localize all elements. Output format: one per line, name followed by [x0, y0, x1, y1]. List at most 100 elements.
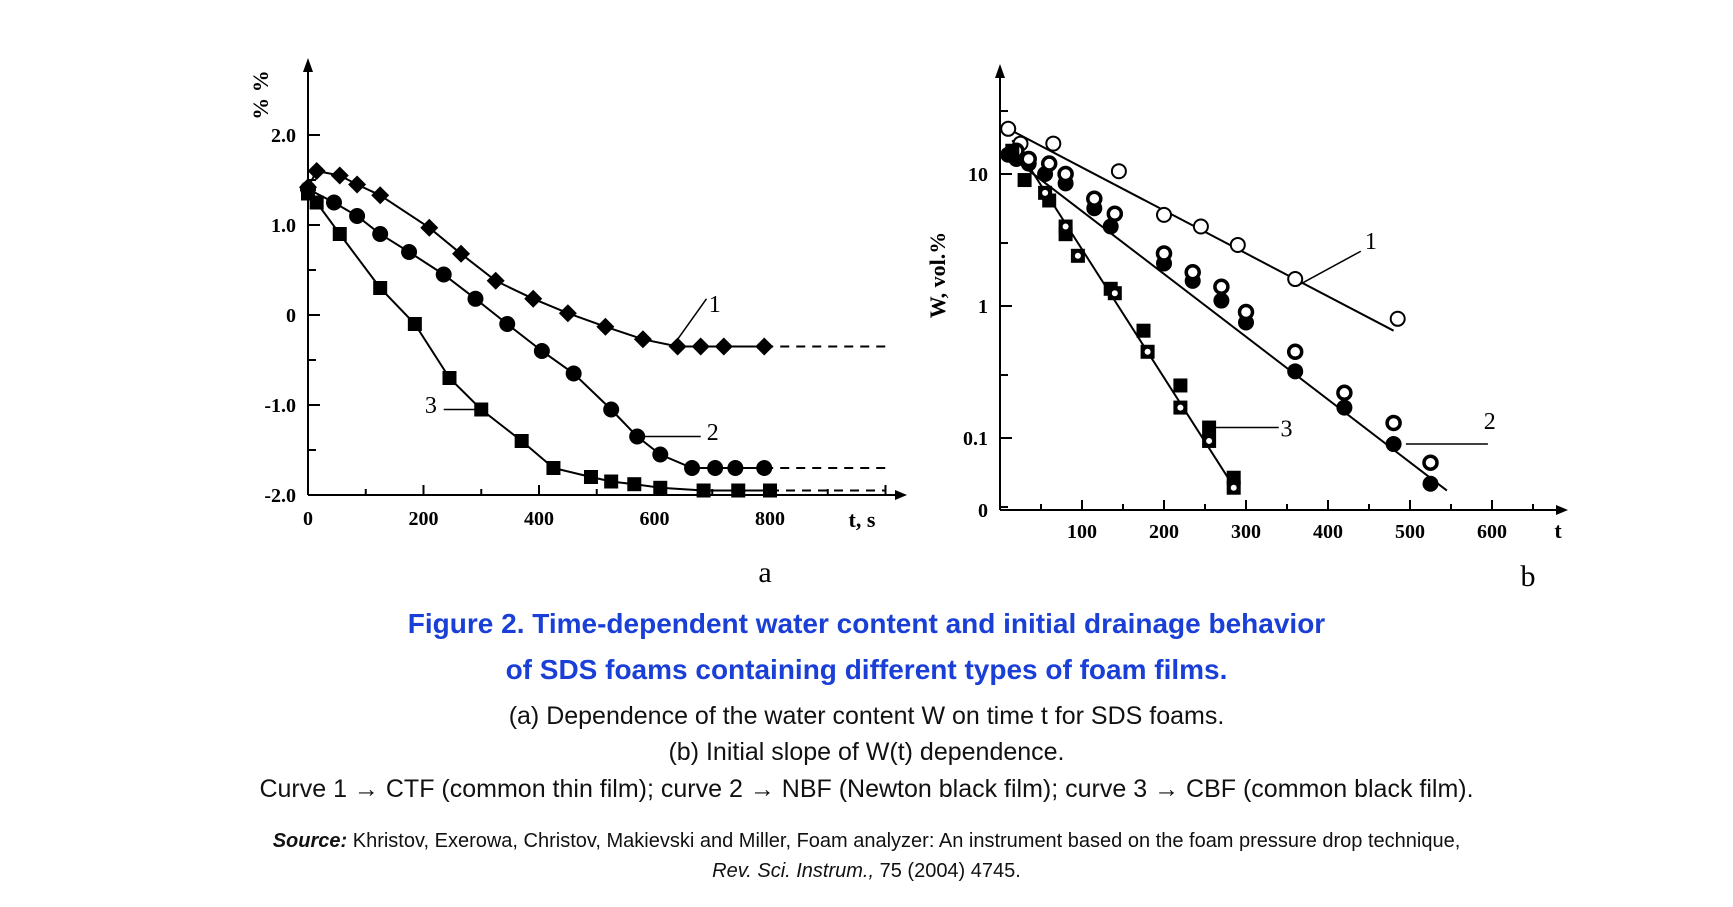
y-tick-label-a: -2.0 — [264, 485, 296, 507]
source-journal: Rev. Sci. Instrum., 75 (2004) 4745. — [0, 860, 1733, 883]
data-point-b-2 — [1184, 264, 1201, 281]
data-point-b-1 — [1045, 135, 1062, 152]
data-point-a-2 — [349, 208, 366, 224]
series-line-a-3 — [307, 192, 770, 492]
data-point-b-2 — [1336, 399, 1353, 416]
x-axis-title-a: t, s — [849, 507, 876, 532]
source-citation: Source: Khristov, Exerowa, Christov, Mak… — [0, 830, 1733, 853]
data-point-b-2 — [1287, 363, 1304, 380]
data-point-b-3-dot — [1042, 189, 1049, 196]
data-point-a-1 — [558, 304, 577, 323]
x-tick-label-a: 600 — [640, 508, 670, 530]
data-point-a-3 — [442, 371, 457, 385]
data-point-b-1 — [1287, 271, 1304, 288]
y-axis-arrow-a — [303, 58, 313, 72]
curve-label-a-3: 3 — [425, 393, 437, 419]
data-point-a-2 — [533, 343, 550, 359]
data-point-a-2 — [435, 266, 452, 283]
data-point-a-2 — [684, 460, 701, 476]
figure-title-line-2: of SDS foams containing different types … — [505, 654, 1228, 685]
curve-label-b-3: 3 — [1280, 417, 1292, 443]
data-point-b-2 — [1385, 436, 1402, 453]
data-point-a-2 — [401, 244, 418, 260]
data-point-a-1 — [307, 162, 326, 180]
data-point-b-2 — [1040, 155, 1058, 172]
x-tick-label-a: 400 — [524, 508, 554, 530]
data-point-a-1 — [691, 337, 710, 356]
data-point-a-1 — [452, 244, 471, 263]
data-point-a-3 — [604, 474, 619, 489]
chart-panel-a: 0 200 400 600 800 2.0 1.0 0 -1.0 -2.0 t, s % % 1 2 3 a — [248, 58, 907, 589]
data-point-a-2 — [603, 401, 620, 418]
data-point-b-2 — [1237, 303, 1255, 321]
data-point-b-2 — [1422, 475, 1439, 492]
panel-label-a: a — [758, 556, 771, 589]
data-point-a-2 — [499, 316, 516, 332]
data-point-a-1 — [486, 271, 505, 290]
data-point-a-3 — [309, 195, 324, 210]
data-point-a-1 — [330, 166, 349, 185]
data-point-b-1 — [1000, 120, 1017, 137]
data-point-b-3-dot — [1206, 437, 1213, 444]
data-point-b-2 — [1086, 190, 1103, 207]
y-tick-label-b: 10 — [968, 164, 988, 186]
data-point-a-1 — [348, 175, 367, 194]
caption-line-b: (b) Initial slope of W(t) dependence. — [668, 738, 1065, 766]
data-point-b-3 — [1005, 143, 1020, 158]
curve-label-a-1: 1 — [709, 292, 721, 318]
data-point-a-2 — [727, 460, 744, 476]
data-point-a-2 — [372, 226, 389, 242]
data-point-b-2 — [1213, 292, 1230, 309]
data-point-b-2 — [1213, 278, 1230, 295]
y-tick-label-a: 0 — [286, 305, 296, 327]
data-point-a-1 — [714, 337, 733, 356]
data-point-a-3 — [373, 281, 388, 295]
journal-rest: 75 (2004) 4745. — [874, 860, 1021, 882]
series-line-a-1 — [307, 169, 765, 348]
data-point-b-2 — [1155, 245, 1173, 262]
source-text: Khristov, Exerowa, Christov, Makievski a… — [347, 830, 1461, 852]
journal-name: Rev. Sci. Instrum., — [712, 860, 875, 882]
x-tick-label-b: 200 — [1149, 521, 1179, 543]
data-point-b-3-dot — [1230, 484, 1237, 491]
data-point-b-3 — [1202, 420, 1217, 435]
data-point-b-2 — [1106, 205, 1124, 222]
data-point-a-2 — [707, 460, 724, 476]
data-point-a-1 — [596, 317, 615, 336]
chart-panel-b: 100 200 300 400 500 600 10 1 0.1 0 t W, vol.% 1 2 3 b — [925, 64, 1568, 593]
data-point-a-1 — [371, 186, 390, 205]
figure-title-line-1: Figure 2. Time-dependent water content a… — [407, 608, 1326, 639]
data-point-b-3-dot — [1177, 404, 1184, 411]
data-point-b-1 — [1192, 218, 1209, 235]
curve-label-b-2: 2 — [1484, 409, 1496, 435]
caption-line-a: (a) Dependence of the water content W on… — [508, 702, 1225, 730]
y-axis-title-b: W, vol.% — [925, 232, 950, 319]
y-tick-label-b: 1 — [978, 296, 988, 318]
y-axis-arrow-b — [995, 64, 1005, 78]
data-point-a-1 — [420, 218, 439, 237]
data-point-b-3-dot — [1074, 252, 1081, 259]
data-point-b-2 — [1020, 150, 1037, 168]
y-axis-title-a: % % — [248, 70, 273, 120]
caption-curves: Curve 1 → CTF (common thin film); curve … — [259, 775, 1474, 803]
y-tick-label-a: 2.0 — [271, 125, 296, 147]
x-tick-label-b: 400 — [1313, 521, 1343, 543]
x-axis-arrow-a — [895, 490, 907, 500]
x-axis-arrow-b — [1556, 505, 1568, 515]
data-point-a-3 — [407, 317, 422, 331]
data-point-a-3 — [583, 470, 598, 484]
data-point-b-2 — [1102, 218, 1119, 235]
data-point-b-3-dot — [1062, 223, 1069, 230]
panel-label-b: b — [1521, 560, 1536, 593]
fit-line-b-2 — [1007, 153, 1448, 492]
data-point-a-2 — [467, 290, 484, 307]
data-point-a-2 — [565, 365, 582, 382]
data-point-a-3 — [332, 227, 347, 241]
data-point-a-3 — [627, 477, 642, 492]
x-tick-label-b: 100 — [1067, 521, 1097, 543]
data-point-b-2 — [1422, 454, 1439, 471]
data-point-a-1 — [633, 330, 652, 349]
x-tick-label-a: 800 — [755, 508, 785, 530]
x-tick-label-b: 500 — [1395, 521, 1425, 543]
